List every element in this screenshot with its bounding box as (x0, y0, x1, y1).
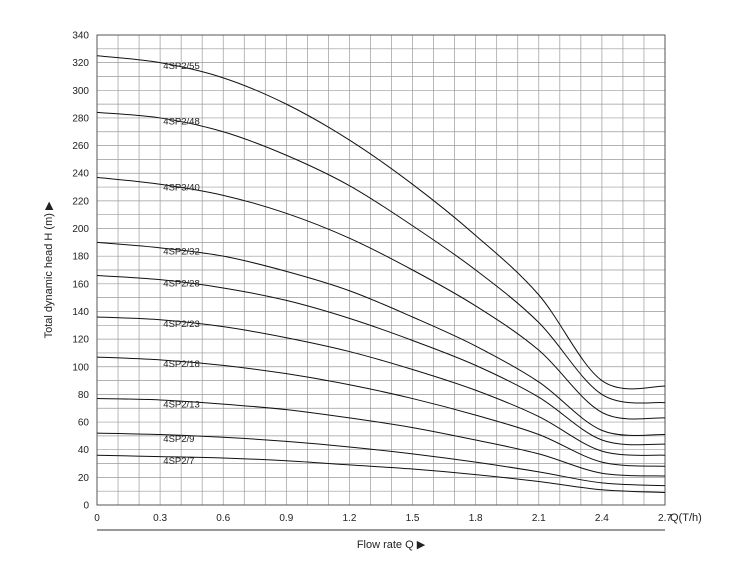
y-tick-label: 160 (72, 279, 89, 290)
series-label: 4SP3/40 (163, 182, 199, 193)
plot-frame (96, 34, 666, 506)
series-line (96, 176, 666, 420)
series-label: 4SP2/13 (163, 400, 199, 411)
series-label: 4SP2/48 (163, 116, 199, 127)
y-tick-label: 80 (78, 390, 90, 401)
y-tick-label: 340 (72, 31, 89, 42)
x-tick-label: 0.9 (279, 513, 293, 524)
series-line (96, 356, 666, 467)
series-label: 4SP2/55 (163, 61, 199, 72)
x-tick-label: 1.8 (469, 513, 483, 524)
x-tick-label: 0.3 (153, 513, 167, 524)
series-line (96, 275, 666, 446)
series-label: 4SP2/32 (163, 246, 199, 257)
x-tick-label: 2.4 (595, 513, 609, 524)
y-tick-label: 60 (78, 418, 90, 429)
y-tick-label: 20 (78, 473, 90, 484)
y-tick-label: 260 (72, 141, 89, 152)
series-line (96, 454, 666, 494)
y-tick-label: 0 (83, 501, 89, 512)
y-tick-label: 40 (78, 445, 90, 456)
x-tick-label: 1.2 (342, 513, 356, 524)
series-line (96, 241, 666, 436)
y-tick-label: 140 (72, 307, 89, 318)
series-line (96, 111, 666, 404)
x-tick-labels: 0 0.3 0.6 0.9 1.2 1.5 1.8 2.1 2.4 2.7 (94, 513, 672, 524)
series-line (96, 316, 666, 456)
series-line (96, 55, 666, 390)
x-unit-label: Q(T/h) (670, 512, 702, 524)
series-lines (96, 55, 666, 494)
y-axis-title: Total dynamic head H (m) ▶ (43, 201, 55, 338)
series-line (96, 432, 666, 487)
y-tick-label: 320 (72, 58, 89, 69)
y-tick-label: 240 (72, 169, 89, 180)
series-label: 4SP2/18 (163, 359, 199, 370)
y-tick-label: 220 (72, 196, 89, 207)
series-label: 4SP2/23 (163, 319, 199, 330)
series-line (96, 398, 666, 477)
y-tick-labels: 0 20 40 60 80 100 120 140 160 180 200 220 240 260 280 3… (72, 31, 89, 512)
y-tick-label: 200 (72, 224, 89, 235)
y-tick-label: 280 (72, 113, 89, 124)
x-tick-label: 2.7 (658, 513, 672, 524)
axes (96, 34, 666, 531)
series-labels: 4SP2/55 4SP2/48 4SP3/40 4SP2/32 4SP2/28 4SP2/… (163, 61, 199, 467)
x-tick-label: 0.6 (216, 513, 230, 524)
y-tick-label: 300 (72, 86, 89, 97)
x-tick-label: 1.5 (406, 513, 420, 524)
y-tick-label: 100 (72, 362, 89, 373)
x-axis-title: Flow rate Q ▶ (357, 539, 426, 551)
x-tick-label: 0 (94, 513, 100, 524)
x-tick-label: 2.1 (532, 513, 546, 524)
series-label: 4SP2/28 (163, 279, 199, 290)
series-label: 4SP2/7 (163, 456, 194, 467)
series-label: 4SP2/9 (163, 434, 194, 445)
grid (96, 34, 666, 506)
y-tick-label: 180 (72, 252, 89, 263)
y-tick-label: 120 (72, 335, 89, 346)
